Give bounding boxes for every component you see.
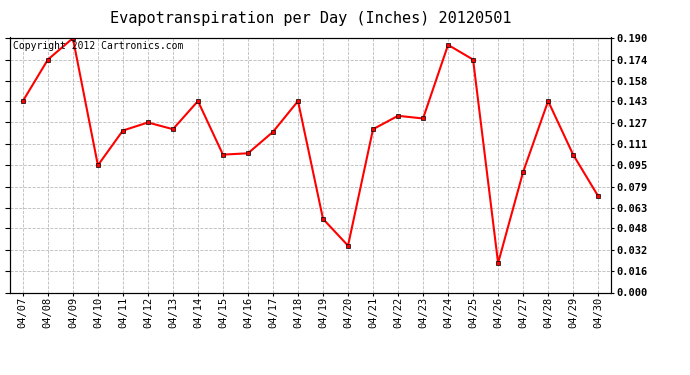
Text: Copyright 2012 Cartronics.com: Copyright 2012 Cartronics.com (13, 41, 184, 51)
Text: Evapotranspiration per Day (Inches) 20120501: Evapotranspiration per Day (Inches) 2012… (110, 11, 511, 26)
